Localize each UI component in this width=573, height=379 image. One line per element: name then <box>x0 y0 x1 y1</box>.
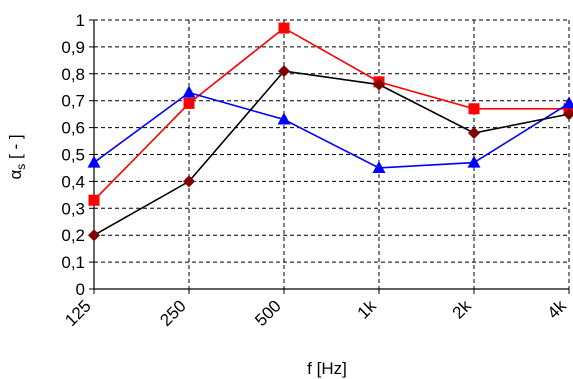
x-tick-label: 500 <box>251 296 284 329</box>
y-tick-label: 0,1 <box>61 253 85 272</box>
grid-lines <box>94 19 570 289</box>
y-tick-label: 0,2 <box>61 226 85 245</box>
y-axis-unit: [ - ] <box>6 134 25 163</box>
series-line <box>93 27 569 201</box>
data-point-triangle <box>182 85 196 98</box>
data-point-triangle <box>87 155 101 168</box>
y-axis-symbol: α <box>6 170 25 180</box>
x-tick-label: 4k <box>544 296 570 322</box>
y-tick-label: 0,8 <box>61 65 85 84</box>
series-3 <box>88 65 573 242</box>
y-tick-labels: 0 0,1 0,2 0,3 0,4 0,5 0,6 0,7 0,8 0,9 1 <box>61 11 85 299</box>
y-tick-label: 0,7 <box>61 92 85 111</box>
x-tick-label: 250 <box>156 296 189 329</box>
y-tick-label: 0,5 <box>61 146 85 165</box>
data-point-diamond <box>278 65 290 78</box>
x-axis-title: f [Hz] <box>307 359 347 378</box>
data-point-diamond <box>563 108 573 121</box>
x-tick-label: 2k <box>449 296 475 322</box>
x-tick-label: 125 <box>61 296 94 329</box>
data-point-diamond <box>88 229 100 242</box>
series-1 <box>88 22 573 206</box>
series-line <box>93 70 570 236</box>
y-tick-label: 0,6 <box>61 119 85 138</box>
data-point-triangle <box>562 96 573 109</box>
data-point-triangle <box>372 160 386 173</box>
y-axis-subscript: s <box>14 164 28 170</box>
y-tick-label: 0 <box>76 280 85 299</box>
x-tick-labels: 125 250 500 1k 2k 4k <box>61 296 570 330</box>
data-point-diamond <box>373 78 385 91</box>
data-point-square <box>88 194 100 206</box>
data-point-square <box>468 103 480 115</box>
data-point-triangle <box>277 112 291 125</box>
data-point-square <box>183 97 195 109</box>
y-tick-label: 0,3 <box>61 199 85 218</box>
series <box>87 22 573 242</box>
series-line <box>93 91 570 169</box>
data-point-square <box>278 22 290 34</box>
data-point-diamond <box>183 175 195 188</box>
x-tick-label: 1k <box>354 296 380 322</box>
y-tick-label: 0,4 <box>61 172 85 191</box>
axes <box>89 19 570 294</box>
series-2 <box>87 85 573 173</box>
y-tick-label: 1 <box>76 11 85 30</box>
y-axis-title: αs [ - ] <box>6 134 28 179</box>
data-point-triangle <box>467 155 481 168</box>
data-point-diamond <box>468 126 480 139</box>
data-point-square <box>563 103 573 115</box>
y-tick-label: 0,9 <box>61 38 85 57</box>
